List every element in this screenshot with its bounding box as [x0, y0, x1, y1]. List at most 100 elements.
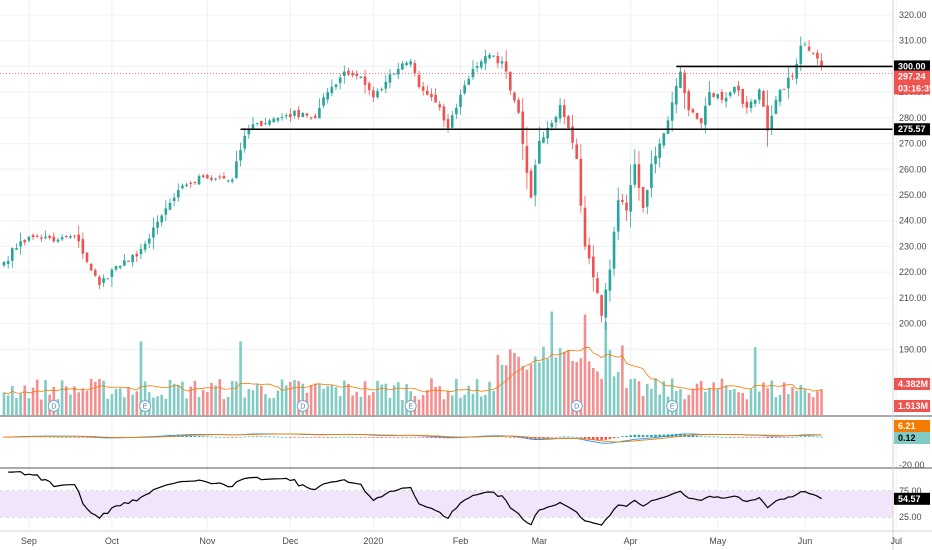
volume-bar	[604, 321, 608, 415]
macd-hist-bar	[691, 435, 695, 437]
macd-hist-bar	[575, 437, 578, 438]
macd-hist-bar	[770, 437, 774, 438]
volume-bar	[421, 395, 425, 415]
macd-hist-bar	[392, 437, 396, 438]
candle-body	[19, 241, 22, 247]
event-marker-label: E	[408, 404, 413, 411]
horizontal-levels[interactable]	[240, 65, 893, 131]
event-marker[interactable]: E	[139, 400, 152, 412]
macd-hist-bar	[687, 434, 691, 437]
volume-bar	[280, 379, 284, 415]
volume-bar	[708, 387, 711, 415]
candle-body	[500, 61, 504, 64]
macd-hist-badge: 0.12	[894, 432, 930, 444]
candle-body	[280, 117, 284, 119]
volume-bar	[210, 382, 213, 415]
last-price-badge-bg	[894, 70, 930, 83]
volume-bar	[19, 393, 22, 415]
macd-hist-badge-bg	[894, 432, 930, 444]
volume-bar	[442, 399, 446, 415]
volume-bar	[405, 383, 408, 415]
volume-bar	[587, 361, 591, 415]
candle-body	[782, 88, 786, 90]
candle-body	[31, 235, 35, 238]
candle-body	[401, 63, 404, 70]
event-marker[interactable]: D	[570, 400, 583, 412]
price-axis[interactable]: 320.00310.00300.00290.00280.00270.00260.…	[899, 10, 927, 522]
volume-bar	[712, 382, 715, 415]
candle-body	[98, 276, 101, 285]
time-axis[interactable]: Sep Oct Nov Dec 2020 Feb Mar Apr May Jun Jul	[21, 536, 902, 546]
event-marker[interactable]: D	[47, 400, 60, 412]
volume-bar	[239, 341, 242, 415]
level-badge: 275.57	[894, 123, 930, 136]
candle-body	[654, 155, 657, 164]
candle-body	[156, 221, 159, 228]
volume-bar	[143, 381, 147, 415]
volume-bar	[538, 362, 541, 415]
volume-bar	[251, 390, 255, 415]
candle-body	[728, 92, 732, 96]
volume-bar	[297, 381, 300, 415]
volume-bar	[6, 395, 10, 415]
candle-body	[621, 199, 624, 202]
macd-hist-bar	[587, 437, 591, 440]
volume-bar	[766, 388, 769, 415]
candle-body	[816, 52, 819, 59]
volume-bar	[168, 379, 172, 415]
macd-hist-bar	[778, 437, 782, 438]
candle-body	[766, 105, 769, 131]
macd-signal-badge-text: 6.21	[898, 421, 916, 431]
candle-body	[683, 72, 686, 94]
candle-body	[355, 73, 359, 77]
volume-bar	[562, 351, 566, 415]
volume-bar	[301, 383, 305, 415]
event-marker[interactable]: E	[666, 400, 679, 412]
volume-ma-line	[3, 346, 822, 395]
macd-hist-bar	[293, 437, 296, 438]
volume-bar	[575, 362, 578, 415]
event-marker[interactable]: E	[404, 400, 417, 412]
volume-bar	[380, 384, 383, 415]
candle-body	[40, 237, 43, 239]
volume-bar	[77, 392, 80, 415]
volume-bar	[110, 394, 114, 415]
candle-body	[799, 45, 803, 64]
volume-bar	[255, 383, 259, 415]
volume-bar	[463, 394, 466, 415]
volume-bar	[513, 352, 516, 415]
macd-hist-bar	[807, 436, 811, 437]
volume-bar	[264, 394, 267, 415]
candle-body	[455, 107, 458, 115]
candle-body	[235, 161, 238, 179]
price-tick-label: 280.00	[899, 113, 927, 123]
candle-body	[255, 123, 259, 124]
volume-bar	[85, 390, 89, 415]
volume-bar	[749, 389, 753, 415]
event-marker-label: E	[670, 404, 675, 411]
candle-body	[6, 260, 10, 264]
candle-body	[272, 118, 276, 123]
last-price-badge-text: 297.24	[898, 72, 926, 82]
candle-body	[645, 190, 649, 207]
macd-hist-badge-text: 0.12	[898, 433, 916, 443]
macd-hist-bar	[799, 436, 803, 437]
volume-badge: 1.513M	[894, 400, 930, 412]
volume-bar	[44, 380, 47, 415]
volume-bar	[73, 386, 76, 415]
event-marker[interactable]: D	[296, 400, 309, 412]
volume-bar	[152, 397, 155, 415]
volume-bar	[571, 361, 574, 415]
candle-body	[811, 52, 815, 54]
volume-bar	[816, 391, 819, 415]
candle-body	[716, 94, 720, 99]
candle-body	[160, 215, 163, 223]
candle-body	[542, 137, 545, 143]
time-tick-label: Dec	[282, 536, 299, 546]
candle-body	[533, 165, 537, 196]
macd-hist-bar	[251, 436, 255, 437]
macd-hist-bar	[724, 436, 728, 438]
candle-body	[426, 90, 429, 95]
